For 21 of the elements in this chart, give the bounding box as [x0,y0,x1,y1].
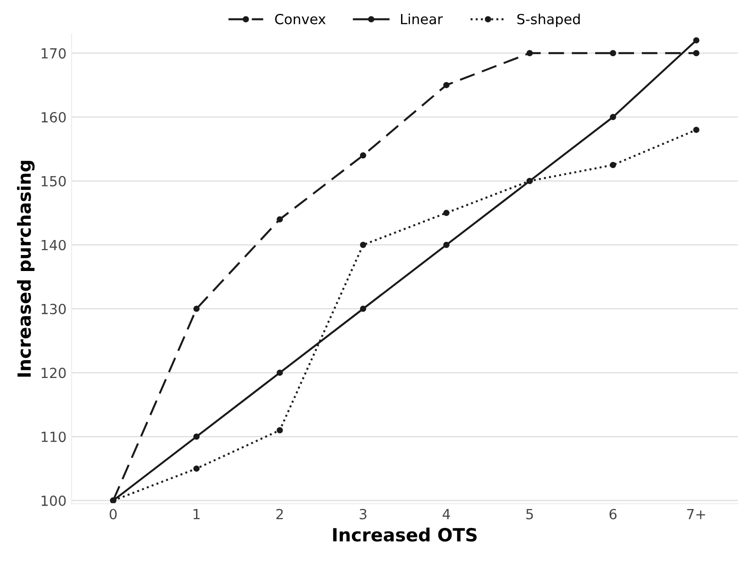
x-tick-label: 6 [610,508,617,520]
y-tick-label: 110 [42,432,66,442]
y-tick-label: 120 [42,368,66,378]
x-tick-label: 0 [110,508,117,520]
x-tick-label: 7+ [687,509,706,520]
y-axis-title: Increased purchasing [16,160,35,377]
x-tick-label: 1 [194,509,200,520]
y-tick-label: 140 [42,240,66,250]
x-tick-label: 4 [442,509,450,520]
x-tick-label: 5 [526,509,533,520]
y-tick-label: 100 [42,496,66,506]
legend-label: Linear [401,14,443,24]
legend-label: Convex [275,14,326,24]
y-tick-label: 170 [42,48,66,59]
legend-label: S-shaped [517,14,580,28]
y-tick-label: 130 [42,304,66,314]
x-axis-title: Increased OTS [333,528,477,542]
x-tick-label: 2 [276,508,283,520]
y-tick-label: 160 [42,112,66,123]
y-tick-label: 150 [42,176,66,186]
x-tick-label: 3 [360,508,366,520]
